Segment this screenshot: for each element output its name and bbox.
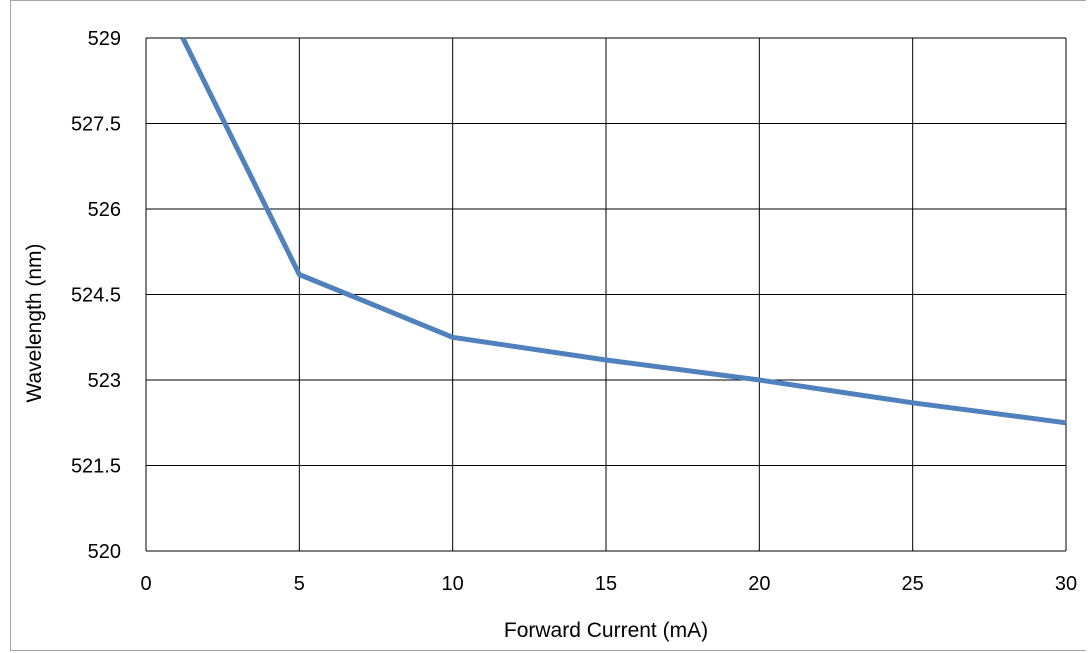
y-tick-label: 523 [88,370,121,392]
x-tick-label: 20 [748,573,770,595]
x-tick-label: 5 [294,573,305,595]
y-tick-label: 526 [88,199,121,221]
x-tick-label: 0 [140,573,151,595]
x-tick-label: 30 [1055,573,1077,595]
y-tick-label: 524.5 [71,285,121,307]
x-tick-label: 15 [595,573,617,595]
x-axis-title: Forward Current (mA) [504,619,708,642]
x-tick-labels: 0 5 10 15 20 25 30 [140,573,1077,595]
y-tick-label: 527.5 [71,114,121,136]
y-axis-title: Wavelength (nm) [23,243,46,402]
x-tick-label: 25 [902,573,924,595]
series-group [180,36,1067,426]
y-tick-label: 529 [88,28,121,50]
y-tick-label: 521.5 [71,456,121,478]
y-tick-labels: 520 521.5 523 524.5 526 527.5 529 [71,28,121,563]
chart-frame [10,0,1086,651]
x-tick-label: 10 [442,573,464,595]
y-tick-label: 520 [88,541,121,563]
grid-lines [145,37,1067,552]
series-line [180,36,1067,426]
